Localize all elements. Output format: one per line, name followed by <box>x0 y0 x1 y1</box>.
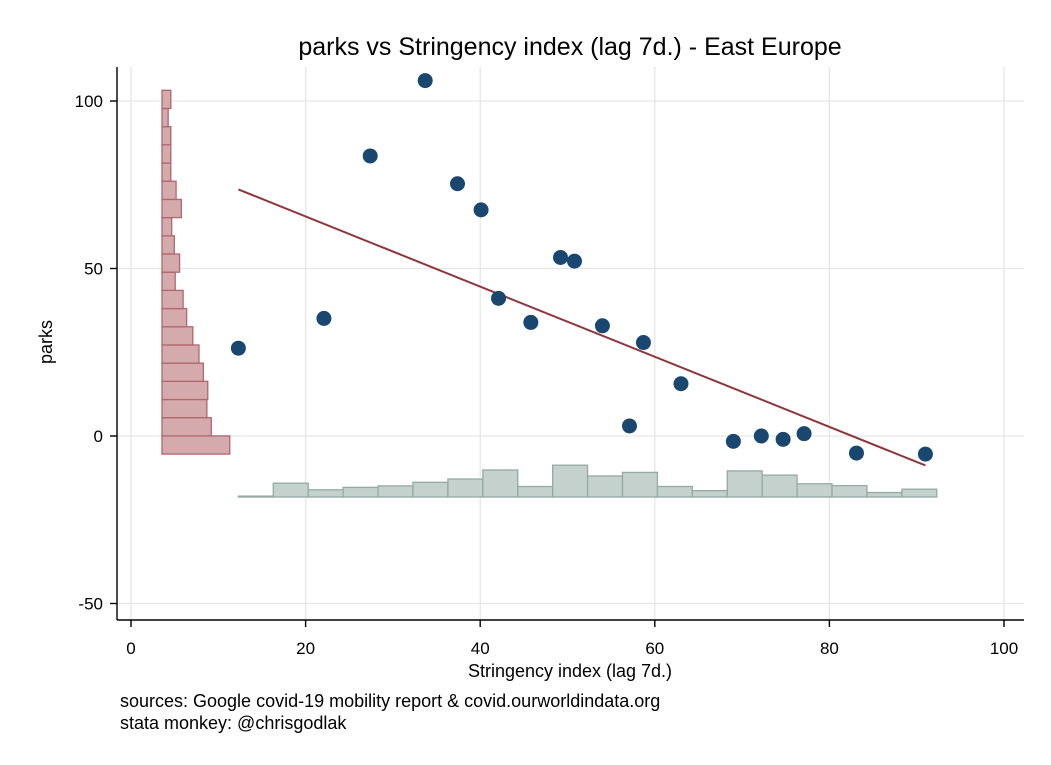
y-histogram-bar <box>161 326 194 346</box>
axes: 0 20 40 60 80 100 -50 0 50 100 <box>75 67 1024 658</box>
data-point <box>523 314 539 330</box>
y-histogram-bar <box>161 362 205 382</box>
y-tick-label: 50 <box>84 260 103 279</box>
data-point <box>848 445 864 461</box>
y-axis-label: parks <box>36 320 56 364</box>
x-histogram-bar <box>866 491 903 498</box>
y-histogram-bar <box>161 289 184 310</box>
chart-title: parks vs Stringency index (lag 7d.) - Ea… <box>298 33 841 61</box>
data-point <box>553 249 569 265</box>
x-tick-label: 0 <box>126 639 135 658</box>
data-point <box>417 73 433 89</box>
data-point <box>491 290 507 306</box>
x-histogram-bar <box>377 485 414 498</box>
data-point <box>725 433 741 449</box>
x-histogram-bar <box>796 483 833 498</box>
data-point <box>473 202 489 218</box>
x-tick-label: 80 <box>820 639 839 658</box>
y-histogram-bar <box>161 180 177 201</box>
x-histogram-bar <box>552 464 589 498</box>
x-histogram-bar <box>237 495 274 498</box>
y-histogram-bar <box>161 235 175 255</box>
x-histogram-bar <box>342 486 379 498</box>
x-tick-label: 40 <box>471 639 490 658</box>
y-tick-label: -50 <box>78 595 103 614</box>
x-histogram-bar <box>447 478 484 498</box>
fit-line-layer <box>238 188 926 467</box>
y-histogram-bar <box>161 344 200 364</box>
data-point <box>450 176 466 192</box>
x-tick-label: 100 <box>990 639 1018 658</box>
y-histogram-bar <box>161 435 231 455</box>
x-histogram-bar <box>726 470 763 498</box>
scatter-points <box>230 73 933 462</box>
y-tick-label: 0 <box>94 427 103 446</box>
author-note: stata monkey: @chrisgodlak <box>120 713 347 733</box>
y-histogram-bar <box>161 398 208 419</box>
x-histogram-bar <box>412 481 449 498</box>
data-point <box>621 418 637 434</box>
data-point <box>673 376 689 392</box>
x-histogram-bar <box>621 471 659 498</box>
data-point <box>917 446 933 462</box>
x-histogram-bar <box>307 489 344 498</box>
y-histogram-bar <box>161 216 173 237</box>
y-histogram-bar <box>161 162 172 182</box>
x-axis-label: Stringency index (lag 7d.) <box>468 661 672 681</box>
y-histogram-bar <box>161 107 169 128</box>
x-histogram-bar <box>691 490 728 498</box>
data-point <box>566 253 582 269</box>
y-histogram-bar <box>161 417 212 437</box>
x-histogram-bar <box>831 484 868 498</box>
data-point <box>753 428 769 444</box>
y-tick-label: 100 <box>75 92 103 111</box>
y-histogram-bar <box>161 380 209 401</box>
data-point <box>230 340 246 356</box>
data-point <box>796 426 812 442</box>
data-point <box>775 431 791 447</box>
x-histogram-bar <box>901 488 938 498</box>
gridlines <box>117 67 1024 620</box>
x-tick-label: 20 <box>296 639 315 658</box>
data-point <box>316 310 332 326</box>
marginal-histograms <box>161 89 938 498</box>
x-histogram-bar <box>272 482 309 498</box>
y-histogram-bar <box>161 271 176 292</box>
y-histogram-bar <box>161 307 188 328</box>
y-histogram-bar <box>161 253 181 273</box>
x-histogram-bar <box>586 475 624 498</box>
data-point <box>635 335 651 351</box>
source-note: sources: Google covid-19 mobility report… <box>120 691 660 711</box>
data-point <box>594 318 610 334</box>
x-histogram-bar <box>517 485 554 498</box>
linear-fit-line <box>238 188 926 467</box>
x-histogram-bar <box>482 469 519 498</box>
x-histogram-bar <box>761 474 798 498</box>
y-histogram-bar <box>161 126 172 146</box>
y-histogram-bar <box>161 198 183 219</box>
y-histogram-bar <box>161 89 172 110</box>
x-tick-label: 60 <box>645 639 664 658</box>
y-histogram-bar <box>161 144 172 164</box>
x-histogram-bar <box>656 485 693 498</box>
data-point <box>362 148 378 164</box>
